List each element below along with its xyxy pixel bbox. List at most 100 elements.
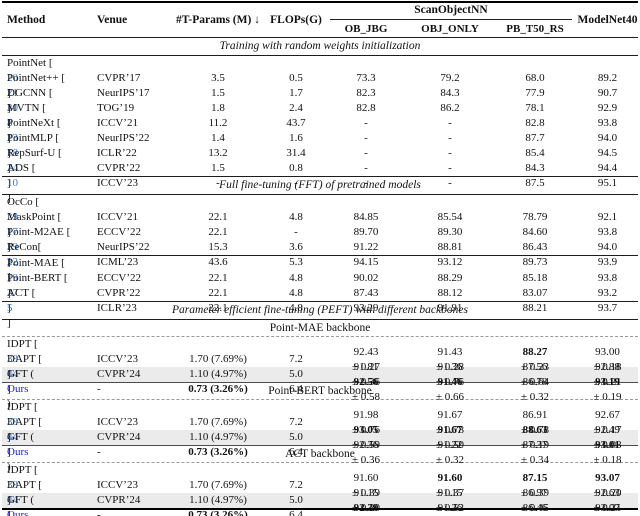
score-value: 91.46 (437, 375, 463, 388)
tparams-cell: 15.3 (208, 241, 228, 253)
modelnet40-cell: 94.0 (597, 241, 618, 253)
tparams-cell: 22.1 (208, 211, 228, 223)
obj-only-cell: 89.30 (437, 226, 463, 238)
citation-link[interactable]: 5 (7, 302, 13, 314)
pb-t50-rs-cell: 83.07 (522, 287, 548, 299)
obj-bg-cell: 87.43 (353, 287, 379, 299)
table-row: Point-BERT [37] CVPR’22 22.1 4.8 87.43 88.12 8… (2, 271, 638, 314)
citation-link[interactable]: 19 (7, 272, 18, 284)
bottom-rule (2, 508, 638, 510)
venue-cell: CVPR’24 (97, 494, 141, 506)
obj-only-cell: 91.26 ± 0.28 (407, 501, 493, 516)
obj-bg-cell: 93.29 (353, 302, 379, 314)
tparams-cell: 1.4 (211, 132, 225, 144)
citation-link[interactable]: 38 (7, 479, 18, 491)
citation-link[interactable]: 24 (7, 162, 18, 174)
obj-only-cell: 91.67 ± 0.50 (407, 423, 493, 453)
score-value: 91.15 (437, 486, 463, 499)
citation-link[interactable]: 38 (7, 416, 18, 428)
tparams-cell: 0.73 (3.26%) (188, 446, 248, 458)
obj-bg-cell: 92.36 ± 0.36 (325, 438, 407, 468)
table-row: PointNeXt [23] NeurIPS’22 1.4 1.6 - - 87.7 94.0 (2, 116, 638, 159)
citation-link[interactable]: 44 (7, 431, 18, 443)
method-cell: ReCon[22] (2, 240, 97, 285)
venue-cell: ECCV’22 (97, 272, 141, 284)
score-value: 92.56 (353, 375, 379, 388)
citation-link[interactable]: 29 (7, 211, 18, 223)
citation-link[interactable]: 30 (7, 102, 18, 114)
score-value: 91.67 (437, 423, 463, 436)
obj-only-cell: - (448, 177, 452, 189)
flops-cell: 5.0 (289, 494, 303, 506)
citation-link[interactable]: 44 (7, 494, 18, 506)
obj-only-cell: 91.60 ± 0.37 (407, 471, 493, 501)
flops-cell: 5.0 (289, 368, 303, 380)
table-row: Point-MAE [19] ECCV’22 22.1 4.8 90.02 88.29 85… (2, 256, 638, 299)
obj-bg-cell: 91.60 ± 0.39 (325, 471, 407, 501)
section-label: Point-MAE backbone (269, 322, 371, 334)
method-cell: Point-BERT [37] (2, 271, 97, 316)
method-cell: PointNet [20] (2, 56, 97, 101)
table-row: IDPT [38] ICCV’23 1.70 (7.69%) 7.2 91.98 ± 0… (2, 400, 638, 443)
flops-cell: 43.7 (286, 117, 306, 129)
modelnet40-cell: 93.8 (597, 117, 618, 129)
citation-link[interactable]: 17 (7, 226, 18, 238)
score-value: 93.19 (595, 375, 620, 388)
obj-only-cell: 91.22 ± 0.32 (407, 438, 493, 468)
col-header-method: Method (7, 14, 46, 26)
modelnet40-cell: 93.8 (597, 272, 618, 284)
citation-link[interactable]: 10 (7, 177, 18, 189)
obj-bg-cell: - (364, 117, 368, 129)
method-cell: MVTN [8] (2, 101, 97, 146)
flops-cell: 4.8 (289, 287, 303, 299)
citation-link[interactable]: 39 (7, 241, 18, 253)
obj-only-cell: 86.2 (440, 102, 460, 114)
divider (2, 382, 638, 383)
flops-cell: 4.8 (289, 211, 303, 223)
flops-cell: 4.8 (289, 302, 303, 314)
citation-link[interactable]: 37 (7, 287, 18, 299)
venue-cell: CVPR’22 (97, 162, 141, 174)
tparams-cell: 1.8 (211, 102, 225, 114)
divider (2, 255, 638, 256)
citation-link[interactable]: 38 (7, 353, 18, 365)
tparams-cell: 1.5 (211, 87, 225, 99)
venue-cell: ICML’23 (97, 256, 139, 268)
flops-cell: 31.4 (286, 147, 306, 159)
pb-t50-rs-cell: 89.73 (522, 256, 548, 268)
citation-link[interactable]: 44 (7, 368, 18, 380)
modelnet40-cell: 92.1 (597, 211, 618, 223)
table-row: MaskPoint [17] ECCV’22 22.1 - 89.70 89.30 84.6… (2, 210, 638, 253)
citation-link[interactable]: 18 (7, 147, 18, 159)
citation-link[interactable]: 23 (7, 132, 18, 144)
score-value: 86.97 (522, 486, 548, 499)
obj-only-cell: 84.3 (440, 87, 460, 99)
venue-cell: - (97, 446, 101, 458)
obj-bg-cell: 90.02 (353, 272, 379, 284)
obj-only-cell: 91.36 ± 0.76 (407, 360, 493, 390)
citation-link[interactable]: 8 (7, 117, 13, 129)
ours-label: Ours (7, 383, 29, 395)
obj-only-cell: 79.2 (440, 72, 460, 84)
table-row: ReCon[22] ICML’23 43.6 5.3 94.15 93.12 89.73 93… (2, 240, 638, 283)
citation-link[interactable]: 21 (7, 87, 18, 99)
method-cell: IDPT [38] (2, 337, 97, 382)
flops-cell: 2.4 (289, 102, 303, 114)
score-value: 91.43 (437, 345, 463, 358)
obj-only-cell: - (448, 117, 452, 129)
citation-link[interactable]: 20 (7, 72, 18, 84)
score-value: 92.49 (595, 423, 620, 436)
modelnet40-cell: 94.0 (597, 132, 618, 144)
citation-link[interactable]: 22 (7, 256, 18, 268)
table-row: DAPT [44] CVPR’24 1.10 (4.97%) 5.0 93.05 ± 0… (2, 415, 638, 458)
col-header-flops: FLOPs(G) (270, 14, 322, 26)
venue-cell: - (97, 383, 101, 395)
pb-t50-rs-cell: 86.97 ± 0.45 (493, 486, 577, 516)
obj-only-cell: 93.12 (437, 256, 463, 268)
modelnet40-cell: 93.00 ± 0.18 (577, 345, 638, 375)
method-cell: ADS [10] (2, 161, 97, 206)
modelnet40-cell: 93.2 (597, 287, 618, 299)
venue-cell: NeurIPS’22 (97, 241, 150, 253)
method-cell: GFT (Ours) (2, 367, 97, 412)
venue-cell: ICCV’23 (97, 416, 138, 428)
